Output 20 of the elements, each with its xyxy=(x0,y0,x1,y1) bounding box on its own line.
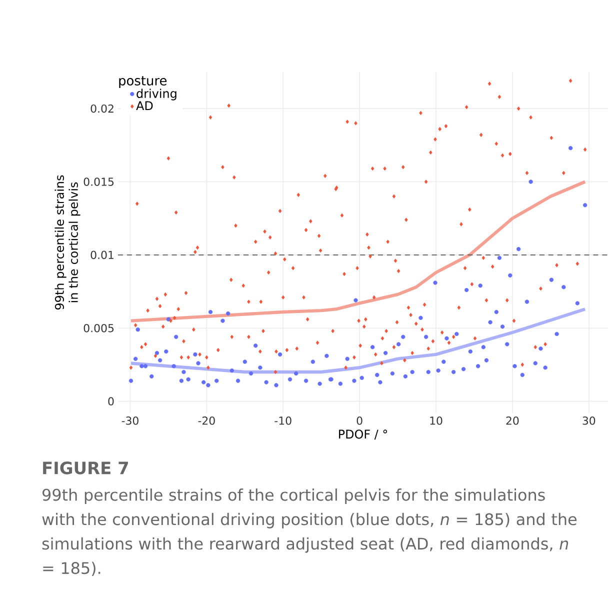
line-series xyxy=(129,180,587,322)
y-tick-label: 0.01 xyxy=(90,250,114,260)
legend-title: posture xyxy=(119,76,167,88)
y-axis-title: 99th percentile strains in the cortical pelvis xyxy=(54,175,80,310)
y-tick-label: 0.02 xyxy=(90,104,114,113)
x-axis-title: PDOF / ° xyxy=(339,430,388,440)
x-tick-label: -20 xyxy=(198,416,215,425)
legend-label: driving xyxy=(136,88,176,100)
x-tick-label: 0 xyxy=(356,416,362,425)
caption: FIGURE 7 xyxy=(43,462,128,474)
x-tick-label: -30 xyxy=(122,416,138,425)
x-tick-label: 30 xyxy=(582,416,596,425)
y-tick-label: 0.005 xyxy=(84,324,114,332)
legend-label: AD xyxy=(136,101,153,110)
y-tick-label: 0.015 xyxy=(84,178,114,186)
y-tick-label: 0 xyxy=(108,397,114,406)
x-tick-label: -10 xyxy=(274,416,292,425)
x-tick-label: 20 xyxy=(506,416,519,425)
text: 99th percentile strains of the cortical pelvis for the simulations with the conventional driving position (blue dots, n = 185) and the simulations with the rearward adjusted seat (AD, red diamonds, n = 185). xyxy=(42,488,577,576)
x-tick-label: 10 xyxy=(430,416,442,425)
